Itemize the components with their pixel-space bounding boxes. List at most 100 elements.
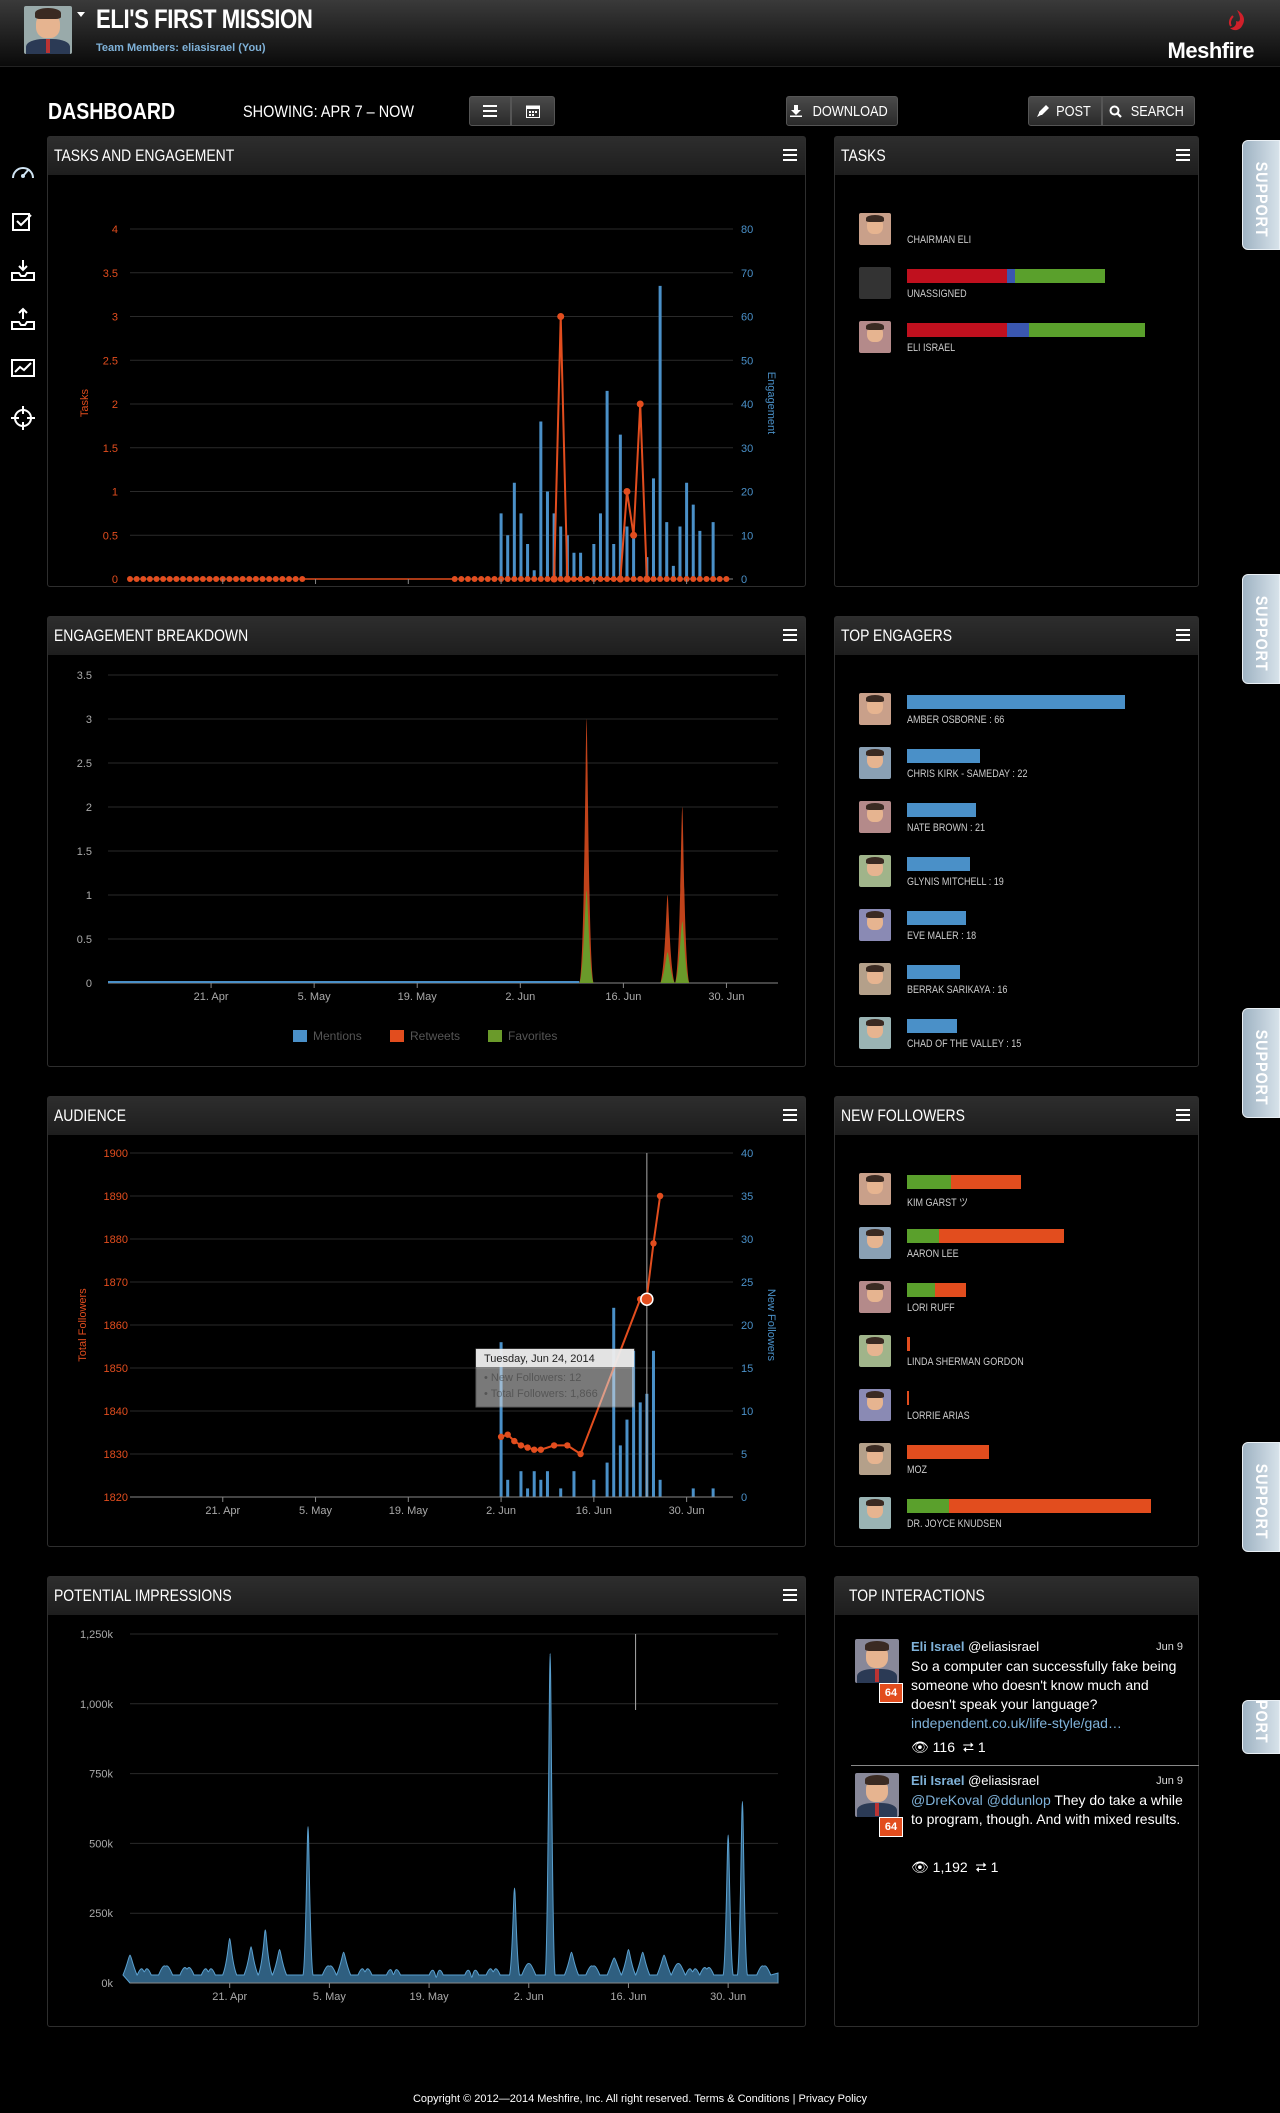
stacked-bar [907, 1391, 909, 1405]
y-tick-right: 10 [741, 1406, 753, 1418]
interaction-item[interactable]: 64 Eli Israel @eliasisrael Jun 9 So a co… [855, 1639, 1195, 1759]
tasks-checklist-icon[interactable] [10, 209, 36, 235]
panel-menu-icon[interactable] [783, 1109, 797, 1121]
interaction-item[interactable]: 64 Eli Israel @eliasisrael Jun 9 @DreKov… [855, 1773, 1195, 1883]
person-avatar [859, 1281, 891, 1313]
person-avatar [859, 801, 891, 833]
person-label: UNASSIGNED [907, 288, 967, 300]
stacked-bar [907, 749, 980, 763]
task-point [239, 576, 246, 582]
tasks-line [553, 316, 648, 580]
y-tick-label: 1.5 [77, 846, 92, 858]
engagement-bar [671, 565, 675, 579]
new-followers-bar [618, 1445, 622, 1497]
task-point [233, 576, 240, 582]
legend-swatch [390, 1030, 404, 1042]
y-axis-label-left: Tasks [79, 388, 91, 417]
analytics-chart-icon[interactable] [10, 356, 36, 382]
retweets-peak [660, 895, 675, 983]
support-tab[interactable]: SUPPORT [1242, 574, 1280, 684]
panel-menu-icon[interactable] [783, 149, 797, 161]
user-avatar[interactable] [24, 6, 72, 54]
x-tick-label: 5. May [298, 991, 332, 1003]
task-point [544, 576, 551, 582]
top-bar: ELI'S FIRST MISSION Team Members: eliasi… [0, 0, 1280, 67]
tweet-link[interactable]: independent.co.uk/life-style/gad… [911, 1715, 1122, 1731]
list-view-button[interactable] [469, 96, 511, 126]
inbox-icon[interactable] [10, 258, 36, 284]
panel-menu-icon[interactable] [1176, 629, 1190, 641]
post-button[interactable]: POST [1028, 96, 1102, 126]
task-point [663, 576, 670, 582]
bar-segment [1007, 323, 1029, 337]
support-tab[interactable]: SUPPORT [1242, 140, 1280, 250]
panel-menu-icon[interactable] [1176, 149, 1190, 161]
account-menu-caret-icon[interactable] [77, 12, 85, 17]
engagement-bar [632, 535, 636, 579]
tweet-handle: @eliasisrael [968, 1639, 1040, 1654]
stacked-bar [907, 803, 977, 817]
y-tick-left: 1840 [104, 1406, 128, 1418]
task-point [563, 575, 571, 583]
legend-label: Mentions [313, 1029, 362, 1043]
y-tick-left: 1860 [104, 1320, 128, 1332]
engagement-bar [598, 513, 602, 579]
y-tick-right: 30 [741, 1234, 753, 1246]
engagement-bar [605, 390, 609, 579]
task-point [272, 576, 279, 582]
stacked-bar [907, 1229, 1064, 1243]
follower-point [497, 1433, 505, 1440]
panel-menu-icon[interactable] [1176, 1109, 1190, 1121]
x-tick-label: 2. Jun [514, 1991, 544, 2003]
terms-link[interactable]: Terms & Conditions [694, 2093, 790, 2105]
mention-link[interactable]: @DreKoval [911, 1792, 983, 1808]
legend-swatch [488, 1030, 502, 1042]
search-button[interactable]: SEARCH [1102, 96, 1195, 126]
bar-segment [949, 1499, 1151, 1513]
person-avatar [859, 1173, 891, 1205]
support-tab[interactable]: SUPPORT [1242, 1442, 1280, 1552]
panel-header: POTENTIAL IMPRESSIONS [48, 1577, 805, 1615]
calendar-view-button[interactable] [511, 96, 555, 126]
y-tick-right: 40 [741, 399, 753, 411]
support-tab[interactable]: SUPPORT [1242, 1700, 1280, 1754]
support-tab[interactable]: SUPPORT [1242, 1008, 1280, 1118]
person-label: CHRIS KIRK - SAMEDAY : 22 [907, 768, 1028, 780]
target-crosshair-icon[interactable] [10, 405, 36, 431]
y-tick-left: 1880 [104, 1234, 128, 1246]
person-label: DR. JOYCE KNUDSEN [907, 1518, 1002, 1530]
x-tick-label: 19. May [410, 1991, 450, 2003]
x-tick-label: 30. Jun [710, 1991, 746, 2003]
panel-menu-icon[interactable] [783, 1589, 797, 1601]
post-label: POST [1055, 102, 1091, 120]
calendar-icon [526, 105, 540, 118]
privacy-link[interactable]: Privacy Policy [798, 2093, 868, 2105]
bar-segment [907, 1337, 910, 1351]
retweet-count: 1 [990, 1859, 999, 1875]
team-members-label[interactable]: Team Members: eliasisrael (You) [96, 42, 266, 54]
engagement-bar [691, 504, 695, 579]
dashboard-gauge-icon[interactable] [10, 160, 36, 186]
y-tick-left: 1850 [104, 1363, 128, 1375]
person-label: AMBER OSBORNE : 66 [907, 714, 1005, 726]
bar-segment [907, 1019, 957, 1033]
tweet-author[interactable]: Eli Israel @eliasisrael [911, 1773, 1040, 1788]
follower-point [511, 1437, 518, 1445]
panel-header: TOP ENGAGERS [835, 617, 1198, 655]
mention-link[interactable]: @ddunlop [986, 1792, 1051, 1808]
x-tick-label: 21. Apr [212, 1991, 247, 2003]
download-button[interactable]: DOWNLOAD [786, 96, 898, 126]
outbox-icon[interactable] [10, 307, 36, 333]
download-label: DOWNLOAD [812, 102, 888, 120]
task-point [458, 576, 465, 582]
new-followers-bar [605, 1462, 609, 1497]
task-point [676, 576, 683, 582]
engagement-breakdown-panel: ENGAGEMENT BREAKDOWN 0 0.5 1 1.5 2 2.5 3 3.5 21.… [47, 616, 806, 1067]
engagement-bar [665, 522, 669, 579]
y-tick-right: 25 [741, 1277, 753, 1289]
panel-menu-icon[interactable] [783, 629, 797, 641]
favorites-peak [675, 921, 690, 983]
new-followers-bar [632, 1350, 636, 1497]
tweet-author[interactable]: Eli Israel @eliasisrael [911, 1639, 1040, 1654]
x-tick-label: 2. Jun [505, 991, 535, 1003]
